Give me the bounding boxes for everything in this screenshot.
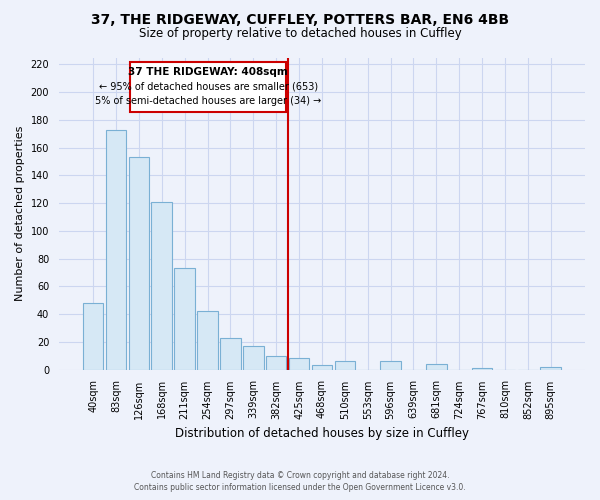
Bar [175, 268, 195, 370]
Bar [541, 367, 561, 370]
Bar [335, 361, 355, 370]
Bar [472, 368, 493, 370]
Bar [130, 62, 286, 112]
Bar [311, 366, 332, 370]
Bar [426, 364, 446, 370]
Bar [289, 358, 310, 370]
Text: ← 95% of detached houses are smaller (653): ← 95% of detached houses are smaller (65… [98, 82, 317, 92]
Y-axis label: Number of detached properties: Number of detached properties [15, 126, 25, 301]
Text: Size of property relative to detached houses in Cuffley: Size of property relative to detached ho… [139, 28, 461, 40]
Text: Contains HM Land Registry data © Crown copyright and database right 2024.
Contai: Contains HM Land Registry data © Crown c… [134, 471, 466, 492]
Bar [128, 158, 149, 370]
Text: 37 THE RIDGEWAY: 408sqm: 37 THE RIDGEWAY: 408sqm [128, 67, 288, 77]
Bar [266, 356, 286, 370]
X-axis label: Distribution of detached houses by size in Cuffley: Distribution of detached houses by size … [175, 427, 469, 440]
Bar [197, 312, 218, 370]
Bar [106, 130, 126, 370]
Bar [151, 202, 172, 370]
Text: 37, THE RIDGEWAY, CUFFLEY, POTTERS BAR, EN6 4BB: 37, THE RIDGEWAY, CUFFLEY, POTTERS BAR, … [91, 12, 509, 26]
Bar [243, 346, 263, 370]
Text: 5% of semi-detached houses are larger (34) →: 5% of semi-detached houses are larger (3… [95, 96, 321, 106]
Bar [380, 361, 401, 370]
Bar [220, 338, 241, 370]
Bar [83, 303, 103, 370]
